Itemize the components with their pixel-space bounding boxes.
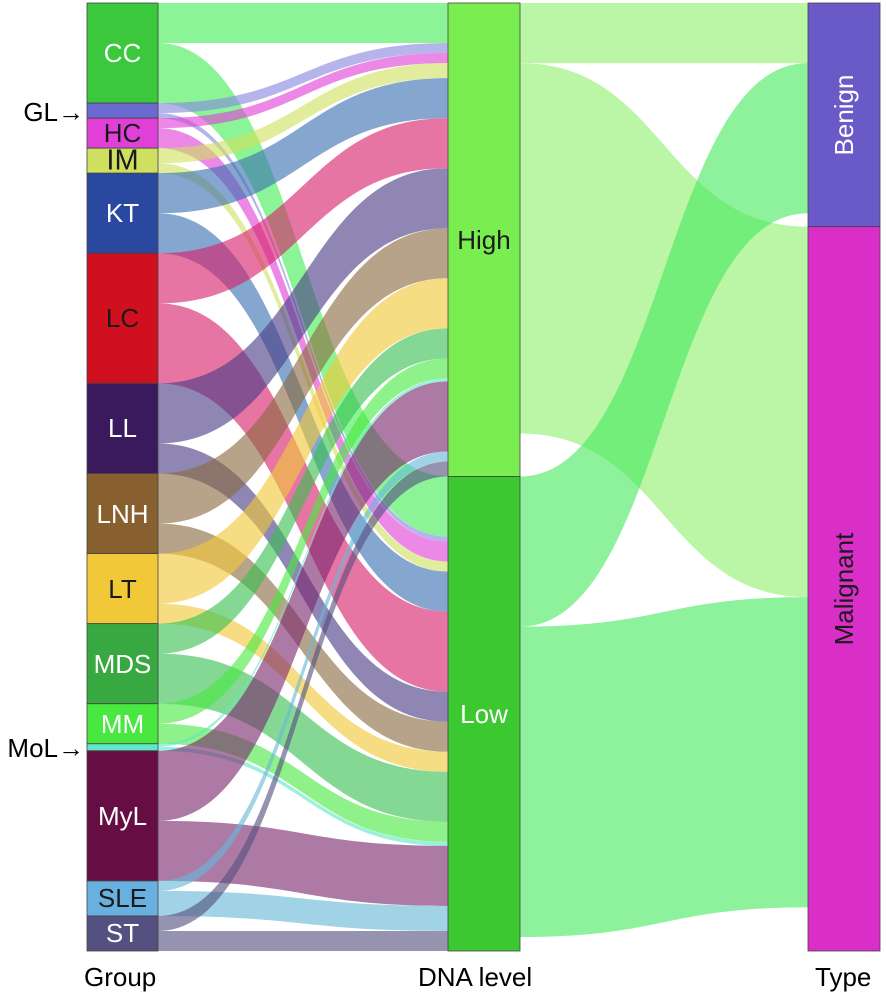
group-label-mds: MDS <box>93 648 152 679</box>
group-label-im: IM <box>106 144 139 177</box>
links-group-to-dna <box>158 3 448 951</box>
group-node-lt <box>86 553 159 625</box>
link-low-malignant <box>520 597 808 937</box>
group-node-cc <box>86 2 159 104</box>
column-label-group: Group <box>84 962 157 992</box>
link-mm-high <box>158 358 448 724</box>
group-label-cc: CC <box>103 38 142 69</box>
link-st-low <box>158 930 448 951</box>
group-label-myl: MyL <box>97 800 148 831</box>
group-label-lnh: LNH <box>96 498 149 529</box>
group-node-myl <box>86 750 159 882</box>
link-mol-high <box>158 378 448 747</box>
group-node-kt <box>86 172 159 254</box>
group-node-mds <box>86 623 159 705</box>
link-st-high <box>158 461 448 931</box>
column-label-dna-level: DNA level <box>418 962 533 992</box>
link-kt-low <box>158 213 448 612</box>
link-sle-low <box>158 890 448 931</box>
links-dna-to-type <box>520 3 808 937</box>
dna-label-low: Low <box>460 698 508 729</box>
type-node-benign <box>807 2 881 228</box>
link-ll-high <box>158 168 448 444</box>
group-node-lc <box>86 252 159 384</box>
group-label-lt: LT <box>108 573 137 604</box>
link-lnh-low <box>158 523 448 752</box>
link-gl-high <box>158 43 448 114</box>
group-label-ll: LL <box>108 413 137 444</box>
link-low-benign <box>520 63 808 627</box>
group-node-st <box>86 915 159 952</box>
group-node-mol <box>86 743 159 752</box>
link-hc-high <box>158 53 448 129</box>
link-lt-high <box>158 278 448 604</box>
arrow-label-gl: GL→ <box>23 96 84 127</box>
group-node-lnh <box>86 473 159 554</box>
type-label-malignant: Malignant <box>829 532 859 646</box>
dna-node-low <box>447 476 521 952</box>
dna-label-high: High <box>457 224 511 255</box>
column-label-type: Type <box>815 962 872 992</box>
link-mds-low <box>158 653 448 822</box>
type-node-malignant <box>807 226 881 952</box>
nodes <box>86 2 881 952</box>
dna-node-high <box>447 2 521 477</box>
group-node-hc <box>86 117 159 149</box>
arrow-label-mol: MoL→ <box>7 733 84 764</box>
group-label-lc: LC <box>105 303 140 334</box>
group-label-mm: MM <box>100 708 145 739</box>
group-label-hc: HC <box>103 118 142 149</box>
group-node-ll <box>86 383 159 474</box>
link-mol-low <box>158 746 448 846</box>
link-mds-high <box>158 328 448 654</box>
link-high-benign <box>520 3 808 64</box>
group-node-im <box>86 147 159 174</box>
link-im-high <box>158 63 448 164</box>
group-label-st: ST <box>105 918 140 949</box>
group-label-sle: SLE <box>97 883 148 914</box>
type-label-benign: Benign <box>829 74 859 156</box>
link-myl-high <box>158 381 448 821</box>
link-lt-low <box>158 603 448 772</box>
link-lc-high <box>158 118 448 304</box>
link-kt-high <box>158 78 448 214</box>
link-lnh-high <box>158 228 448 524</box>
group-node-sle <box>86 880 159 917</box>
group-label-kt: KT <box>105 198 140 229</box>
link-sle-high <box>158 451 448 891</box>
link-hc-low <box>158 128 448 562</box>
link-cc-high <box>158 3 448 44</box>
group-node-gl <box>86 102 159 119</box>
